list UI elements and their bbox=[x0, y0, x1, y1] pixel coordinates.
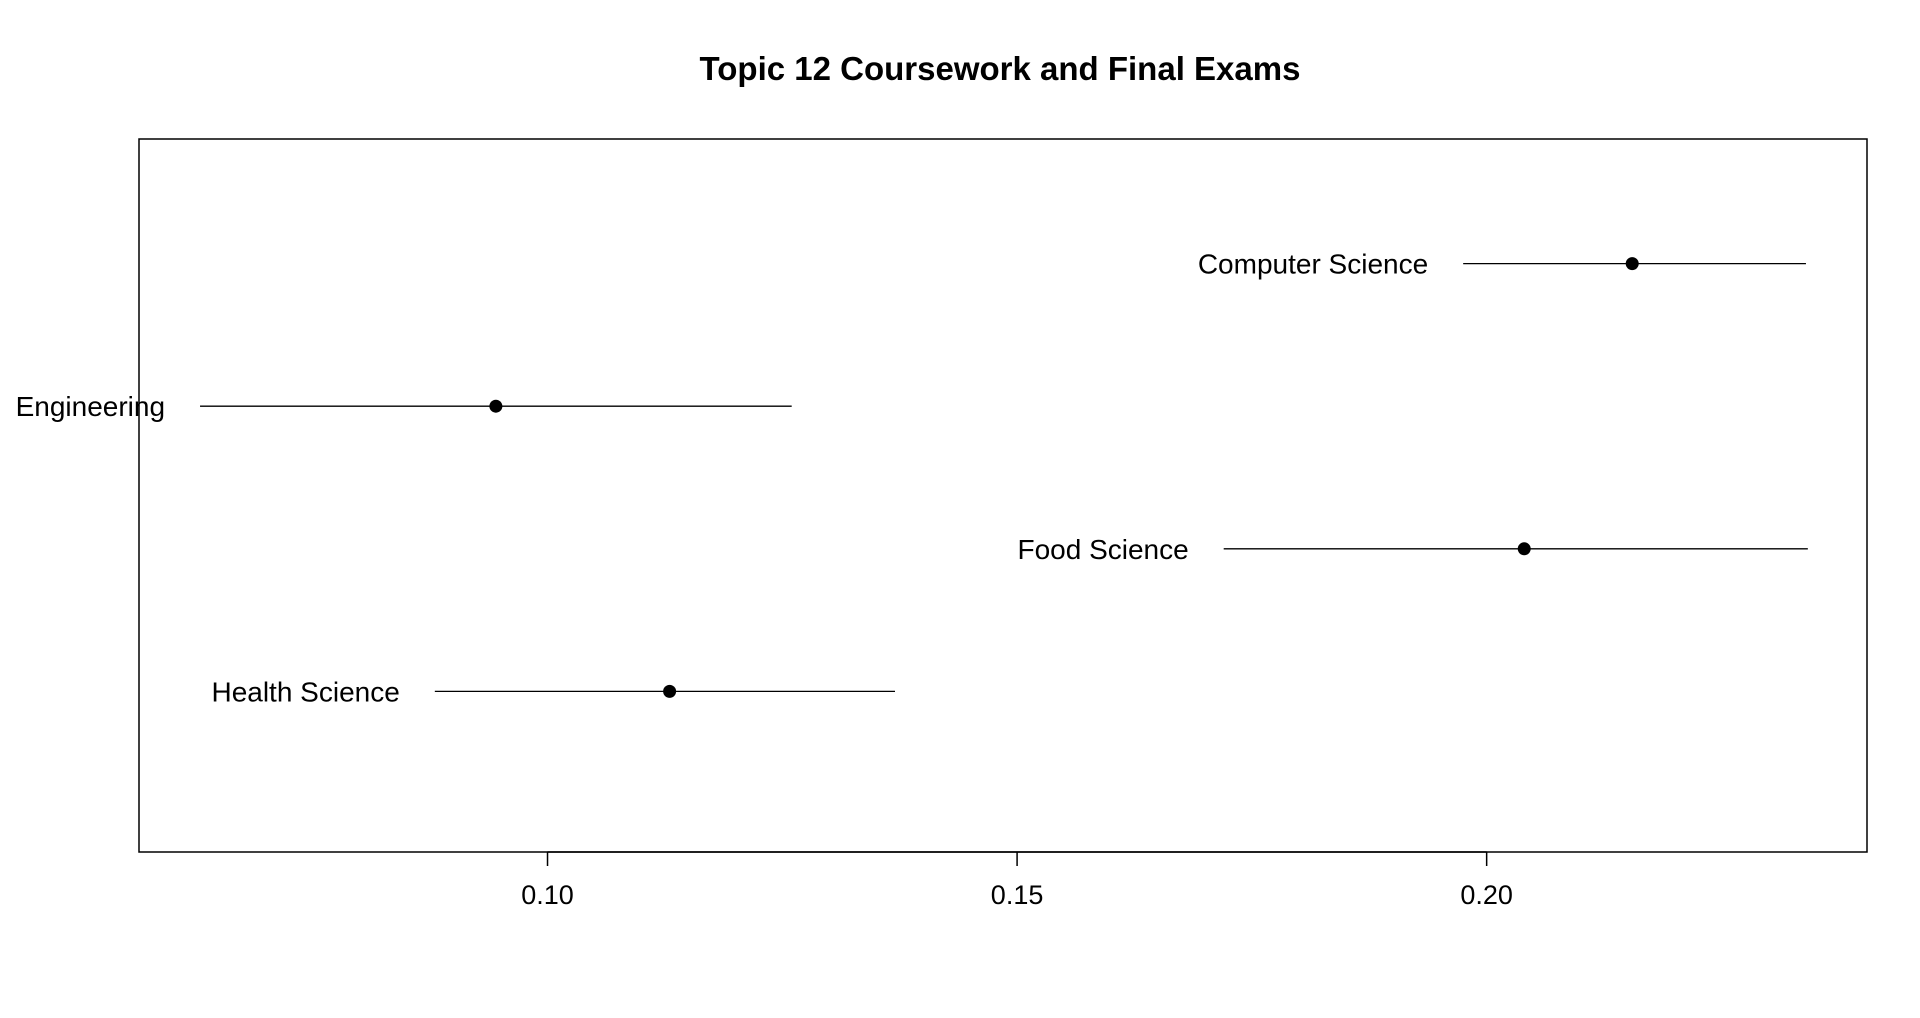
plot-frame bbox=[138, 138, 1868, 853]
estimate-point bbox=[489, 399, 503, 413]
category-label: Computer Science bbox=[1198, 249, 1428, 280]
x-tick-label: 0.10 bbox=[521, 880, 574, 910]
estimate-point bbox=[1625, 257, 1639, 271]
x-tick-label: 0.20 bbox=[1460, 880, 1513, 910]
estimate-point bbox=[1517, 542, 1531, 556]
chart-marks: Computer Science Engineering Food Science H… bbox=[16, 249, 1808, 707]
category-label: Engineering bbox=[16, 391, 165, 422]
x-axis: 0.10 0.15 0.20 bbox=[521, 851, 1513, 910]
x-tick-label: 0.15 bbox=[991, 880, 1044, 910]
category-label: Health Science bbox=[211, 676, 399, 707]
estimate-point bbox=[663, 684, 677, 698]
category-label: Food Science bbox=[1017, 534, 1188, 565]
chart-title: Topic 12 Coursework and Final Exams bbox=[700, 50, 1301, 87]
